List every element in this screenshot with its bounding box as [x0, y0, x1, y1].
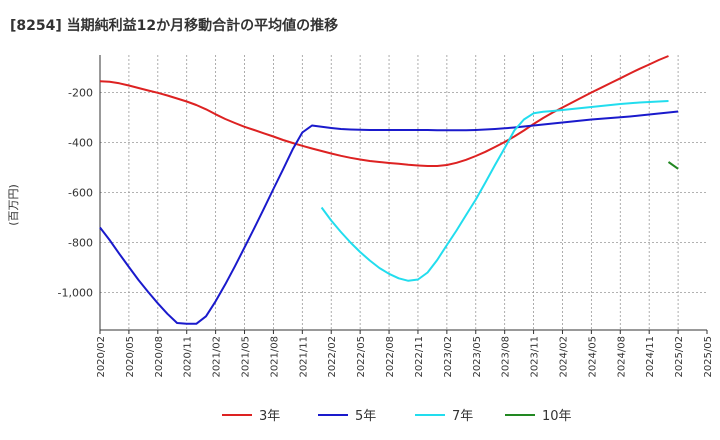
legend-label: 7年 [452, 409, 473, 424]
x-tick-label: 2024/08 [616, 336, 627, 378]
axes: -200 -400 -600 -800 -1,000 2020/02 2020/05 2020… [58, 55, 714, 378]
plot-area [100, 55, 707, 330]
legend-label: 5年 [355, 409, 376, 424]
x-tick-label: 2023/11 [530, 336, 541, 378]
x-tick-label: 2022/08 [385, 336, 396, 378]
legend-label: 10年 [542, 409, 572, 424]
y-axis-label: (百万円) [7, 184, 20, 226]
legend: 3年 5年 7年 10年 [222, 409, 572, 424]
grid [100, 55, 707, 330]
x-tick-label: 2020/05 [125, 336, 136, 378]
x-tick-label: 2024/05 [587, 336, 598, 378]
x-tick-label: 2020/08 [154, 336, 165, 378]
y-tick-label: -800 [68, 237, 93, 250]
series-line-5年 [99, 110, 679, 325]
chart-title: [8254] 当期純利益12か月移動合計の平均値の推移 [10, 17, 338, 34]
x-tick-label: 2021/05 [241, 336, 252, 378]
x-tick-label: 2020/02 [96, 336, 107, 378]
x-tick-label: 2025/05 [703, 336, 714, 378]
x-tick-label: 2023/02 [443, 336, 454, 378]
series-lines [99, 55, 679, 325]
x-tick-label: 2020/11 [183, 336, 194, 378]
x-tick-label: 2022/02 [327, 336, 338, 378]
x-tick-label: 2021/08 [269, 336, 280, 378]
series-line-10年 [667, 161, 679, 170]
x-tick-label: 2021/02 [212, 336, 223, 378]
x-tick-label: 2022/05 [356, 336, 367, 378]
x-tick-label: 2022/11 [414, 336, 425, 378]
y-tick-label: -400 [68, 137, 93, 150]
series-line-7年 [320, 100, 669, 282]
y-tick-label: -600 [68, 187, 93, 200]
x-tick-label: 2025/02 [674, 336, 685, 378]
x-tick-label: 2024/11 [645, 336, 656, 378]
y-tick-label: -200 [68, 87, 93, 100]
x-tick-label: 2023/05 [472, 336, 483, 378]
y-tick-label: -1,000 [58, 287, 93, 300]
series-line-3年 [99, 55, 669, 167]
x-tick-label: 2023/08 [501, 336, 512, 378]
x-tick-label: 2021/11 [298, 336, 309, 378]
legend-label: 3年 [259, 409, 280, 424]
x-tick-label: 2024/02 [558, 336, 569, 378]
